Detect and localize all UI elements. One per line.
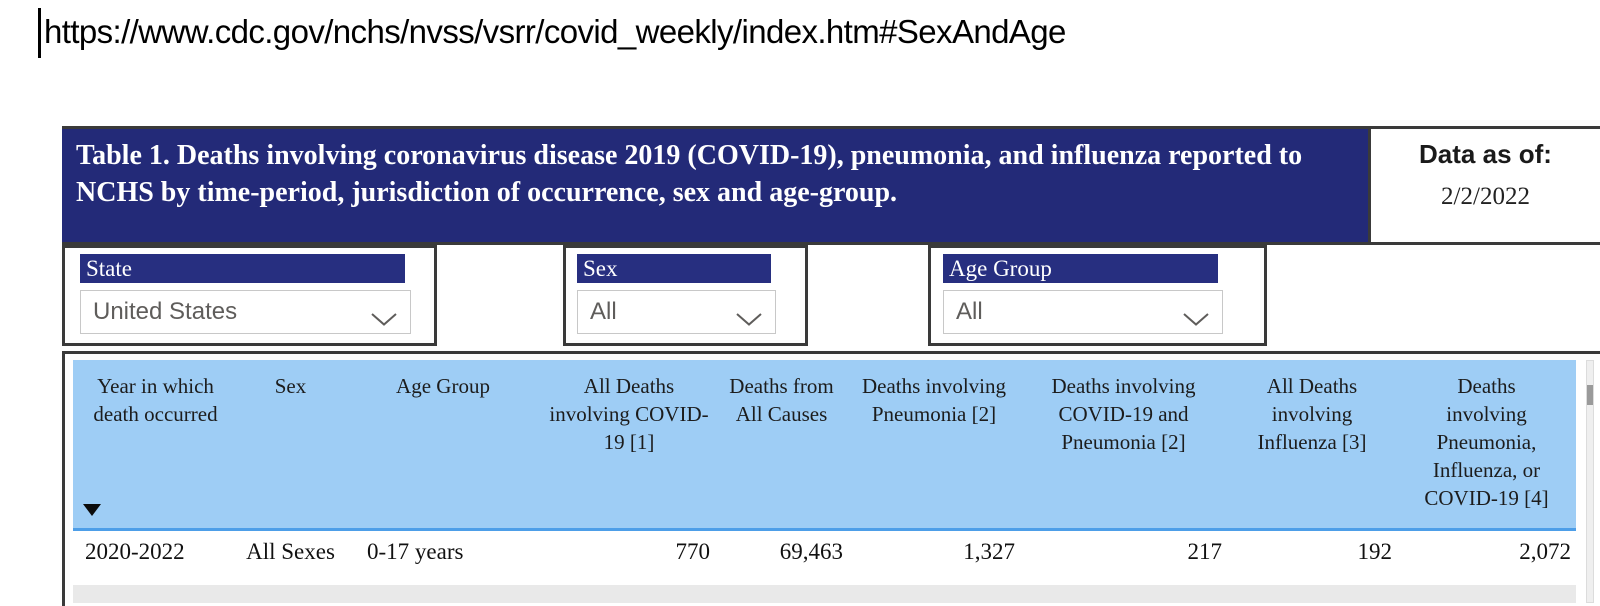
state-dropdown[interactable]: United States — [80, 290, 411, 334]
cell-sex: All Sexes — [246, 539, 335, 564]
column-header-all-causes[interactable]: Deaths from All Causes — [729, 374, 834, 426]
filter-sex: Sex All — [563, 245, 808, 346]
cell-covid-and-pneumonia: 217 — [1187, 539, 1223, 564]
chevron-down-icon — [1182, 306, 1210, 334]
url-text[interactable]: https://www.cdc.gov/nchs/nvss/vsrr/covid… — [44, 13, 1066, 50]
column-header-covid-and-pneumonia[interactable]: Deaths involving COVID-19 and Pneumonia … — [1051, 374, 1196, 454]
column-header-sex[interactable]: Sex — [274, 374, 307, 398]
data-as-of-box: Data as of: 2/2/2022 — [1368, 129, 1600, 242]
age-group-dropdown-value: All — [956, 298, 983, 325]
table-header-row: Year in which death occurred Sex Age Gro… — [73, 360, 1576, 528]
column-header-pneumonia[interactable]: Deaths involving Pneumonia [2] — [861, 374, 1007, 426]
table-scrollbar[interactable] — [1586, 360, 1594, 603]
next-row-partial — [73, 585, 1576, 603]
header-separator — [73, 528, 1576, 531]
data-as-of-value: 2/2/2022 — [1441, 183, 1530, 210]
data-as-of-label: Data as of: — [1419, 139, 1552, 169]
chevron-down-icon — [735, 306, 763, 334]
chevron-down-icon — [370, 306, 398, 334]
cell-influenza: 192 — [1357, 539, 1393, 564]
cell-year: 2020-2022 — [85, 539, 185, 564]
column-header-covid-deaths[interactable]: All Deaths involving COVID-19 [1] — [549, 374, 709, 454]
data-table: Year in which death occurred Sex Age Gro… — [62, 351, 1600, 606]
cell-covid-deaths: 770 — [675, 539, 711, 564]
report-title: Table 1. Deaths involving coronavirus di… — [62, 129, 1368, 242]
filter-sex-label: Sex — [577, 254, 771, 283]
column-header-pneumonia-influenza-covid[interactable]: Deaths involving Pneumonia, Influenza, o… — [1424, 374, 1549, 510]
sort-descending-icon[interactable] — [83, 504, 101, 516]
cell-pneumonia-influenza-covid: 2,072 — [1519, 539, 1571, 564]
age-group-dropdown[interactable]: All — [943, 290, 1223, 334]
report-header: Table 1. Deaths involving coronavirus di… — [62, 126, 1600, 245]
column-header-influenza[interactable]: All Deaths involving Influenza [3] — [1257, 374, 1367, 454]
sex-dropdown[interactable]: All — [577, 290, 776, 334]
column-header-year[interactable]: Year in which death occurred — [73, 360, 238, 528]
filter-age-group: Age Group All — [928, 245, 1267, 346]
cell-pneumonia: 1,327 — [963, 539, 1015, 564]
column-header-age-group[interactable]: Age Group — [396, 374, 490, 398]
state-dropdown-value: United States — [93, 298, 238, 325]
filter-state-label: State — [80, 254, 405, 283]
sex-dropdown-value: All — [590, 298, 617, 325]
text-cursor — [38, 8, 41, 58]
filter-state: State United States — [62, 245, 437, 346]
url-bar[interactable]: https://www.cdc.gov/nchs/nvss/vsrr/covid… — [38, 6, 1066, 58]
scrollbar-thumb[interactable] — [1587, 385, 1593, 405]
filter-age-group-label: Age Group — [943, 254, 1218, 283]
cell-all-causes: 69,463 — [779, 539, 843, 564]
cell-age-group: 0-17 years — [367, 539, 464, 564]
table-row: 2020-2022 All Sexes 0-17 years 770 69,46… — [73, 531, 1576, 573]
